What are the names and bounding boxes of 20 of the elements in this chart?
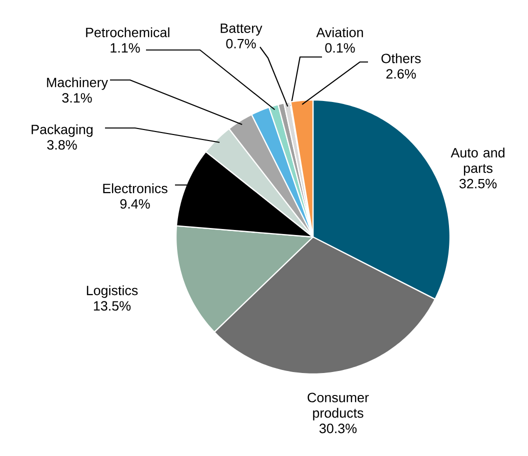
- data-label: 13.5%: [94, 301, 131, 311]
- slice-label: Petrochemical: [86, 27, 170, 38]
- data-label: 2.6%: [386, 69, 416, 79]
- slice-label: Electronics: [103, 183, 168, 194]
- data-label: 0.1%: [325, 43, 355, 53]
- slice-label: Aviation: [316, 27, 363, 38]
- data-label: 0.7%: [226, 38, 256, 48]
- data-label: 30.3%: [319, 424, 357, 434]
- data-label: 3.8%: [47, 140, 77, 150]
- data-label: 3.1%: [62, 93, 92, 103]
- slice-label: Auto and parts: [450, 148, 504, 176]
- slice-label: Battery: [220, 24, 262, 36]
- data-label: 9.4%: [120, 199, 150, 209]
- slice-label: Packaging: [32, 124, 93, 137]
- data-label: 32.5%: [459, 178, 497, 188]
- slice-label: Consumer products: [308, 392, 369, 420]
- data-label: 1.1%: [110, 43, 140, 53]
- slice-label: Logistics: [86, 285, 138, 298]
- slice-label: Others: [381, 53, 421, 64]
- slice-label: Machinery: [47, 77, 108, 90]
